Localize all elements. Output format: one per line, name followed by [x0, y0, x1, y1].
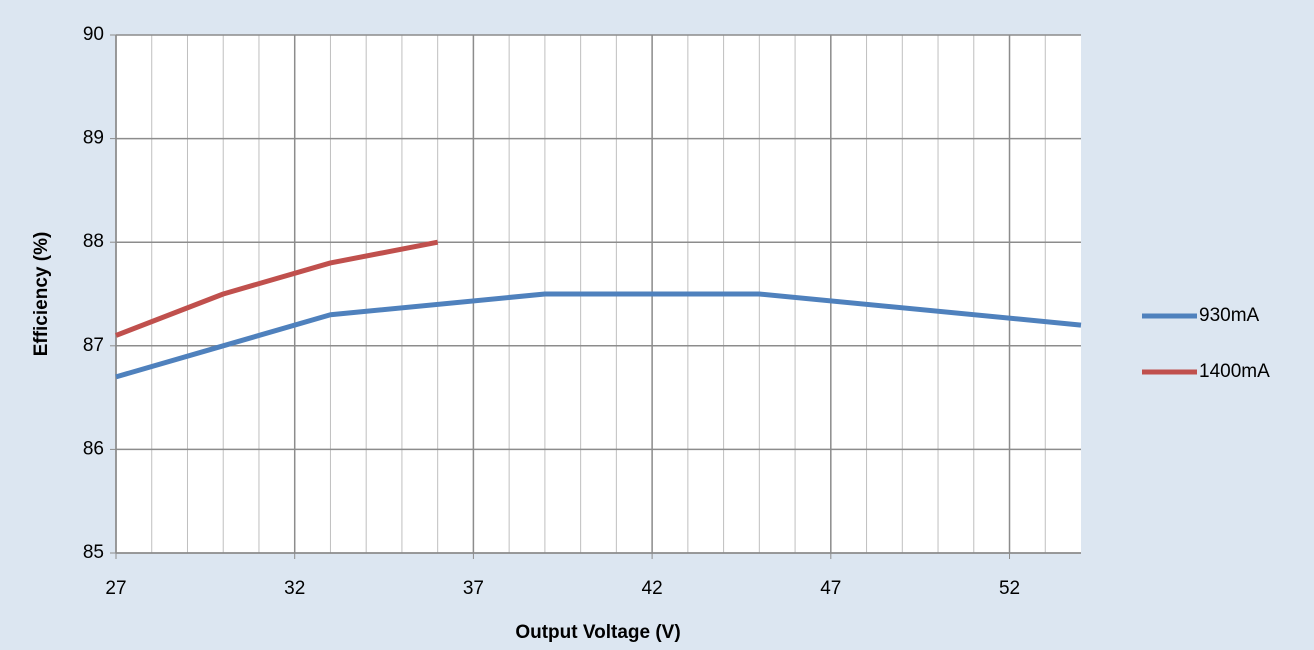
- x-tick-label: 47: [820, 578, 841, 599]
- y-tick-label: 86: [83, 438, 104, 459]
- legend-label: 930mA: [1199, 305, 1260, 326]
- x-tick-label: 52: [999, 578, 1020, 599]
- x-tick-label: 27: [105, 578, 126, 599]
- x-axis-label: Output Voltage (V): [515, 622, 680, 643]
- y-tick-label: 89: [83, 128, 104, 149]
- y-tick-label: 87: [83, 335, 104, 356]
- legend-label: 1400mA: [1199, 361, 1270, 382]
- y-tick-label: 85: [83, 542, 104, 563]
- y-axis-label: Efficiency (%): [31, 232, 52, 357]
- line: [115, 239, 439, 338]
- x-tick-label: 42: [642, 578, 663, 599]
- line: [115, 291, 1082, 380]
- y-tick-label: 90: [83, 24, 104, 45]
- y-tick-label: 88: [83, 231, 104, 252]
- x-tick-label: 37: [463, 578, 484, 599]
- x-tick-label: 32: [284, 578, 305, 599]
